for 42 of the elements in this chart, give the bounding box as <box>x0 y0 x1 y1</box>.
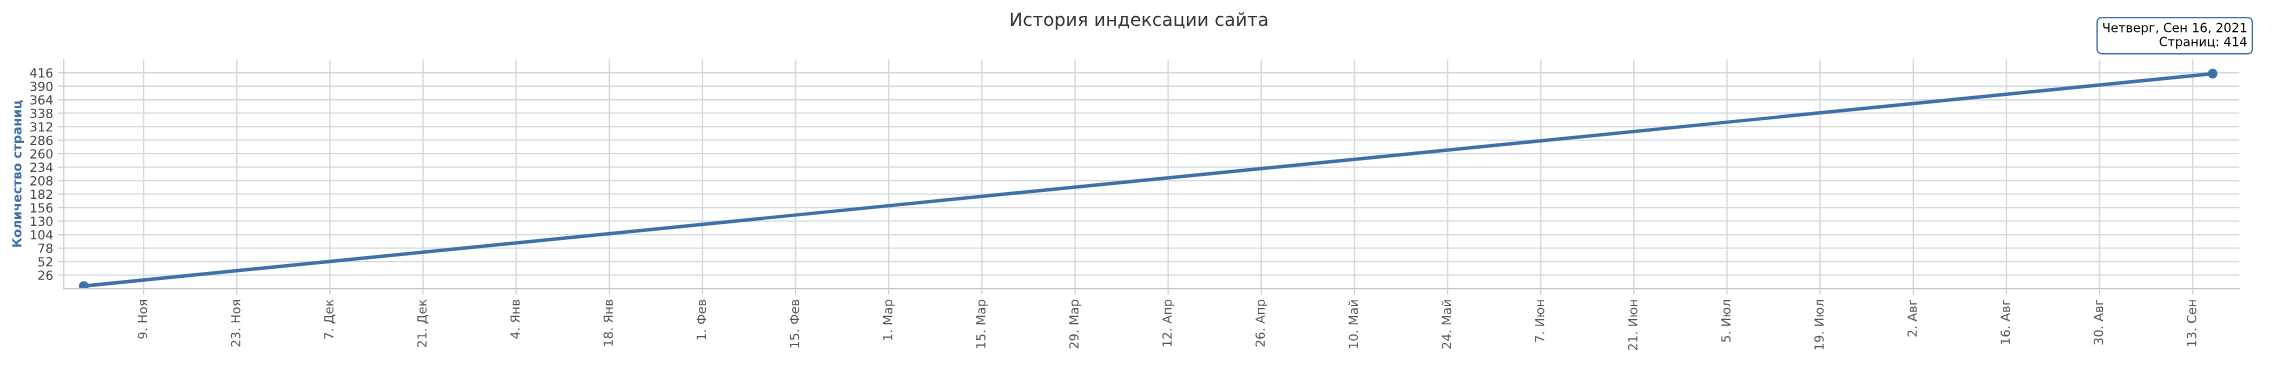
x-tick-label: 7. Дек <box>324 299 336 339</box>
x-tick-label: 12. Апр <box>1162 299 1175 347</box>
x-tick-label: 15. Мар <box>976 299 988 348</box>
y-tick-label: 364 <box>30 95 53 105</box>
x-tick-label: 1. Фев <box>696 299 707 340</box>
x-tick-label: 2. Авг <box>1907 299 1917 337</box>
y-tick-label: 390 <box>30 81 53 92</box>
x-tick-label: 5. Июл <box>1721 300 1731 342</box>
y-tick-label: 156 <box>30 203 53 213</box>
x-tick-label: 7. Июн <box>1535 300 1545 342</box>
y-tick-label: 234 <box>30 162 53 173</box>
x-tick-label: 13. Сен <box>2186 300 2197 347</box>
x-tick-label: 24. Май <box>1441 300 1452 349</box>
x-tick-label: 29. Мар <box>1069 299 1082 349</box>
x-tick-label: 19. Июл <box>1814 300 1824 350</box>
x-tick-label: 16. Авг <box>2000 299 2011 344</box>
y-tick-label: 338 <box>30 108 53 119</box>
y-tick-label: 130 <box>30 216 53 227</box>
y-tick-label: 26 <box>38 270 53 281</box>
x-tick-label: 23. Ноя <box>230 300 241 347</box>
x-tick-label: 18. Янв <box>603 299 613 346</box>
chart-title: История индексации сайта <box>1010 12 1268 30</box>
x-tick-label: 1. Мар <box>883 299 895 340</box>
x-tick-label: 15. Фев <box>789 299 800 348</box>
y-tick-label: 416 <box>30 68 53 78</box>
y-tick-label: 260 <box>30 149 53 159</box>
y-tick-label: 78 <box>38 243 53 254</box>
x-tick-label: 4. Янв <box>510 299 520 339</box>
x-tick-label: 21. Июн <box>1628 300 1638 350</box>
y-tick-label: 312 <box>30 122 53 132</box>
annotation: Четверг, Сен 16, 2021 Страниц: 414 <box>2103 22 2247 49</box>
y-axis-title: Количество страниц <box>12 100 24 247</box>
y-tick-label: 52 <box>38 257 53 267</box>
x-tick-label: 10. Май <box>1348 300 1359 349</box>
y-tick-label: 208 <box>30 176 53 186</box>
x-tick-label: 30. Авг <box>2093 299 2104 345</box>
x-tick-label: 9. Ноя <box>137 300 148 339</box>
x-tick-label: 26. Апр <box>1255 299 1268 347</box>
x-tick-label: 21. Дек <box>417 299 429 347</box>
y-tick-label: 286 <box>30 135 53 146</box>
y-tick-label: 104 <box>30 230 53 240</box>
y-tick-label: 182 <box>30 189 53 200</box>
